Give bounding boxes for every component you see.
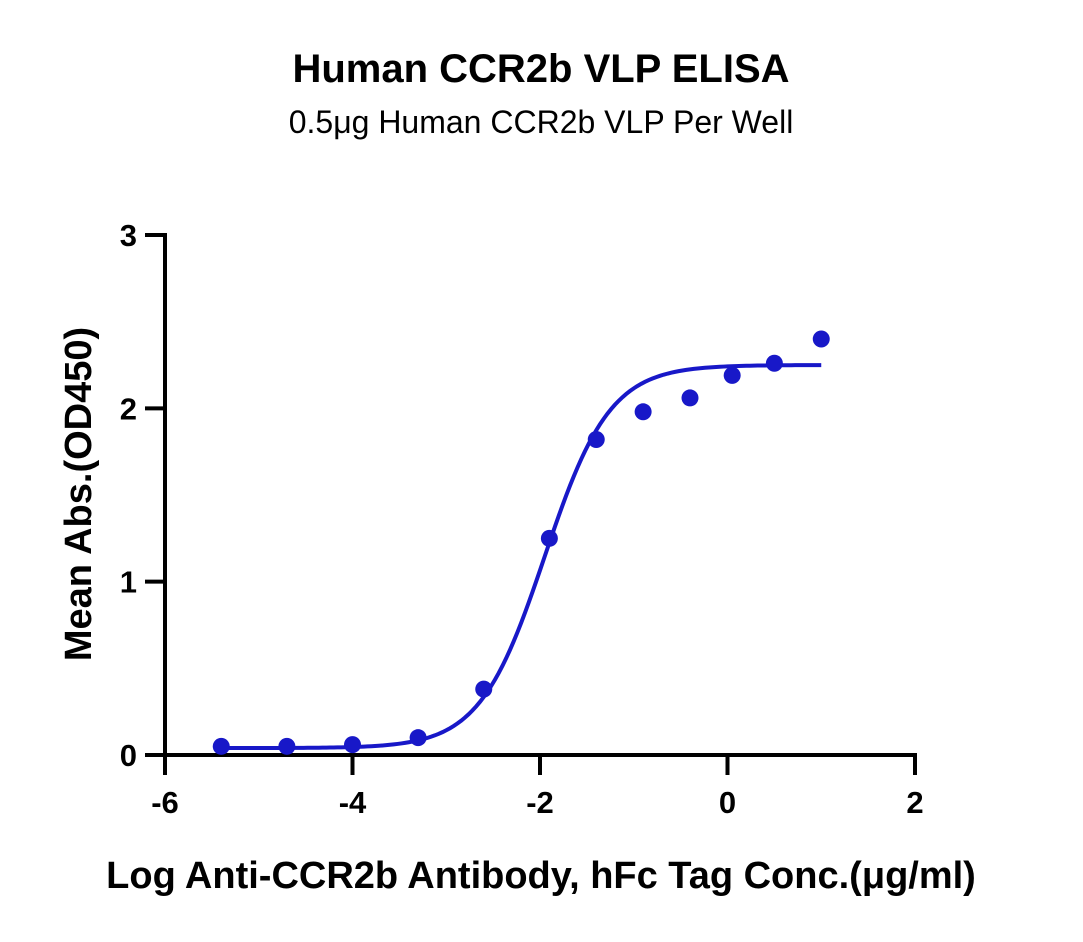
x-tick-label: 0	[719, 785, 736, 820]
data-point	[278, 737, 296, 755]
data-point	[812, 330, 830, 348]
x-tick-label: -4	[339, 785, 367, 820]
data-point	[765, 354, 783, 372]
y-axis-label: Mean Abs.(OD450)	[58, 327, 100, 661]
y-tick-label: 0	[120, 738, 137, 773]
x-tick-label: -2	[526, 785, 554, 820]
chart-title: Human CCR2b VLP ELISA	[292, 47, 789, 91]
x-axis-label: Log Anti-CCR2b Antibody, hFc Tag Conc.(μ…	[106, 855, 976, 897]
y-ticks: 0 1 2 3	[120, 218, 165, 773]
data-points	[212, 330, 830, 755]
y-tick-label: 3	[120, 218, 137, 253]
data-point	[723, 366, 741, 384]
data-point	[681, 389, 699, 407]
data-point	[587, 431, 605, 449]
data-point	[475, 680, 493, 698]
x-ticks: -6 -4 -2 0 2	[151, 755, 924, 820]
data-point	[540, 529, 558, 547]
data-point	[344, 736, 361, 754]
y-tick-label: 2	[120, 391, 137, 426]
fit-curve	[221, 363, 822, 751]
y-tick-label: 1	[120, 565, 137, 600]
axes	[163, 233, 917, 757]
data-point	[634, 403, 652, 421]
x-tick-label: -6	[151, 785, 179, 820]
chart-subtitle: 0.5μg Human CCR2b VLP Per Well	[289, 104, 794, 140]
data-point	[409, 729, 427, 747]
x-tick-label: 2	[906, 785, 923, 820]
data-point	[212, 737, 230, 755]
